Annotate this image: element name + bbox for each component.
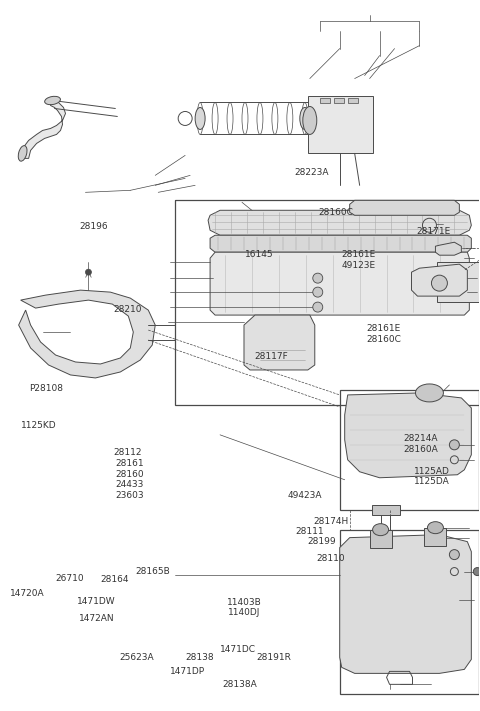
Ellipse shape — [416, 384, 444, 402]
Text: 1471DC: 1471DC — [220, 645, 256, 654]
Text: 28111: 28111 — [295, 527, 324, 536]
Text: 28196: 28196 — [80, 222, 108, 231]
Polygon shape — [411, 264, 468, 296]
Text: 26710: 26710 — [56, 574, 84, 583]
Text: 28160C: 28160C — [318, 208, 353, 217]
Text: 28138: 28138 — [185, 653, 214, 662]
Circle shape — [313, 287, 323, 297]
Text: 28223A: 28223A — [295, 168, 329, 177]
Text: 28160A: 28160A — [404, 444, 438, 454]
Text: 28164: 28164 — [100, 575, 129, 584]
Polygon shape — [19, 290, 155, 378]
Circle shape — [449, 440, 459, 450]
Circle shape — [85, 269, 91, 275]
Bar — [340, 390, 480, 510]
Text: 1125AD: 1125AD — [413, 467, 449, 476]
Circle shape — [313, 302, 323, 312]
Polygon shape — [210, 252, 469, 315]
Circle shape — [473, 567, 480, 576]
Text: 1471DP: 1471DP — [170, 667, 205, 675]
Bar — [334, 97, 344, 104]
Polygon shape — [435, 242, 461, 255]
Text: 28210: 28210 — [113, 305, 142, 314]
Text: 24433: 24433 — [116, 480, 144, 489]
Text: 28161: 28161 — [116, 459, 144, 468]
Text: 28161E: 28161E — [342, 250, 376, 260]
Text: 28171E: 28171E — [417, 227, 451, 236]
Text: 28199: 28199 — [307, 537, 336, 546]
Bar — [424, 528, 446, 545]
Bar — [340, 530, 480, 695]
Text: 28112: 28112 — [113, 447, 142, 456]
Text: 28191R: 28191R — [256, 653, 291, 662]
Bar — [348, 97, 358, 104]
Ellipse shape — [428, 522, 444, 534]
Bar — [372, 505, 399, 515]
Text: 49123E: 49123E — [342, 261, 376, 270]
Text: 1140DJ: 1140DJ — [228, 608, 260, 617]
Circle shape — [313, 273, 323, 283]
Polygon shape — [21, 100, 65, 159]
Polygon shape — [244, 315, 315, 370]
Polygon shape — [210, 235, 471, 252]
Text: 28165B: 28165B — [135, 567, 170, 577]
Circle shape — [449, 550, 459, 560]
Bar — [308, 95, 372, 154]
Text: 49423A: 49423A — [288, 491, 322, 500]
Text: 28160C: 28160C — [366, 335, 401, 343]
Ellipse shape — [195, 107, 205, 129]
Text: 28138A: 28138A — [223, 680, 257, 689]
Text: 28117F: 28117F — [254, 353, 288, 361]
Text: 28161E: 28161E — [366, 324, 401, 333]
Ellipse shape — [18, 146, 27, 161]
Text: 14720A: 14720A — [10, 589, 44, 599]
Text: 1125KD: 1125KD — [21, 420, 57, 429]
Circle shape — [432, 275, 447, 291]
Text: 23603: 23603 — [116, 491, 144, 500]
Polygon shape — [345, 393, 471, 478]
Bar — [175, 201, 480, 405]
Text: 28214A: 28214A — [404, 434, 438, 443]
Polygon shape — [340, 535, 471, 673]
Ellipse shape — [300, 107, 310, 129]
Bar — [320, 97, 330, 104]
Text: 1125DA: 1125DA — [414, 477, 449, 486]
Bar — [437, 262, 480, 302]
Text: 1472AN: 1472AN — [79, 614, 114, 623]
Ellipse shape — [303, 107, 317, 134]
Text: P28108: P28108 — [29, 384, 63, 392]
Polygon shape — [208, 210, 471, 235]
Ellipse shape — [372, 524, 389, 535]
Text: 28174H: 28174H — [313, 517, 348, 526]
Text: 28160: 28160 — [116, 469, 144, 479]
Text: 25623A: 25623A — [120, 653, 155, 662]
Bar — [370, 530, 392, 547]
Text: 16145: 16145 — [245, 250, 274, 260]
Text: 1471DW: 1471DW — [77, 597, 116, 606]
Ellipse shape — [45, 96, 60, 105]
Text: 28110: 28110 — [317, 554, 345, 563]
Polygon shape — [350, 201, 459, 215]
Text: 11403B: 11403B — [227, 598, 261, 607]
